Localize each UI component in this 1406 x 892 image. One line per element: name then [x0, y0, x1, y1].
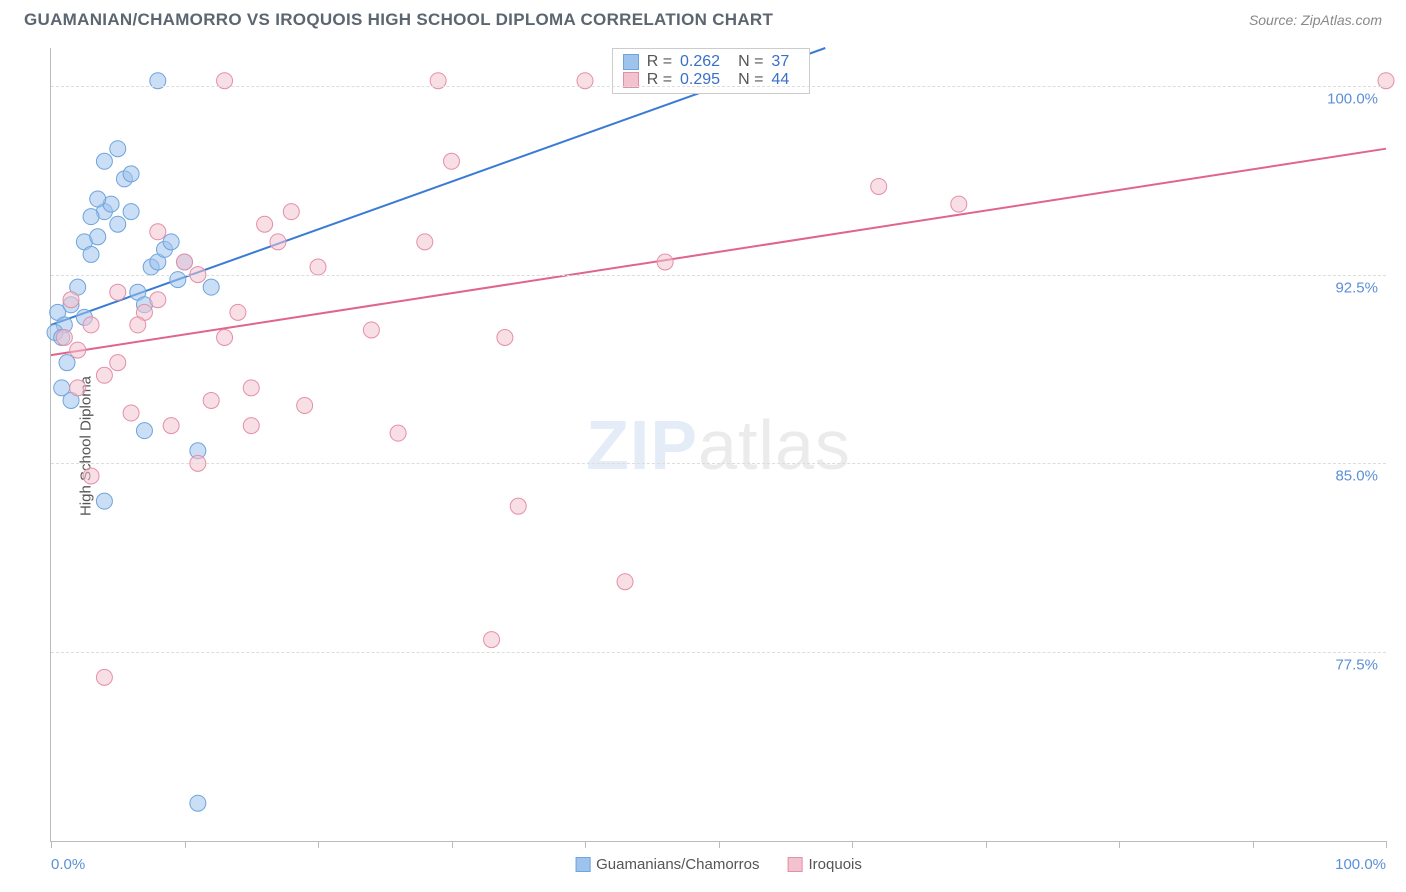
chart-header: GUAMANIAN/CHAMORRO VS IROQUOIS HIGH SCHO…: [0, 0, 1406, 38]
y-tick-label: 85.0%: [1335, 468, 1378, 485]
chart-title: GUAMANIAN/CHAMORRO VS IROQUOIS HIGH SCHO…: [24, 10, 773, 30]
chart-source: Source: ZipAtlas.com: [1249, 12, 1382, 28]
y-tick-label: 100.0%: [1327, 90, 1378, 107]
stats-r-val-1: 0.262: [680, 53, 720, 71]
x-tick: [986, 841, 987, 848]
legend-swatch-2: [788, 857, 803, 872]
x-tick: [585, 841, 586, 848]
legend-swatch-1: [575, 857, 590, 872]
x-tick: [1253, 841, 1254, 848]
scatter-svg: [51, 48, 1386, 841]
x-tick: [318, 841, 319, 848]
gridline: [51, 275, 1386, 276]
x-tick: [1119, 841, 1120, 848]
stats-n-label-1: N =: [738, 53, 763, 71]
stats-swatch-1: [623, 54, 639, 70]
legend: Guamanians/Chamorros Iroquois: [575, 856, 862, 873]
legend-item-1: Guamanians/Chamorros: [575, 856, 759, 873]
x-tick: [51, 841, 52, 848]
x-tick: [852, 841, 853, 848]
x-tick: [719, 841, 720, 848]
chart-plot-area: ZIPatlas R = 0.262 N = 37 R = 0.295 N = …: [50, 48, 1386, 842]
legend-label-1: Guamanians/Chamorros: [596, 856, 759, 873]
x-tick: [185, 841, 186, 848]
gridline: [51, 86, 1386, 87]
stats-row-1: R = 0.262 N = 37: [623, 53, 800, 71]
gridline: [51, 463, 1386, 464]
legend-item-2: Iroquois: [788, 856, 862, 873]
stats-n-val-1: 37: [771, 53, 789, 71]
legend-label-2: Iroquois: [809, 856, 862, 873]
y-tick-label: 92.5%: [1335, 279, 1378, 296]
stats-box: R = 0.262 N = 37 R = 0.295 N = 44: [612, 48, 811, 94]
x-axis-max-label: 100.0%: [1335, 856, 1386, 873]
gridline: [51, 652, 1386, 653]
x-tick: [452, 841, 453, 848]
stats-r-label-1: R =: [647, 53, 672, 71]
x-axis-min-label: 0.0%: [51, 856, 85, 873]
x-tick: [1386, 841, 1387, 848]
y-tick-label: 77.5%: [1335, 657, 1378, 674]
